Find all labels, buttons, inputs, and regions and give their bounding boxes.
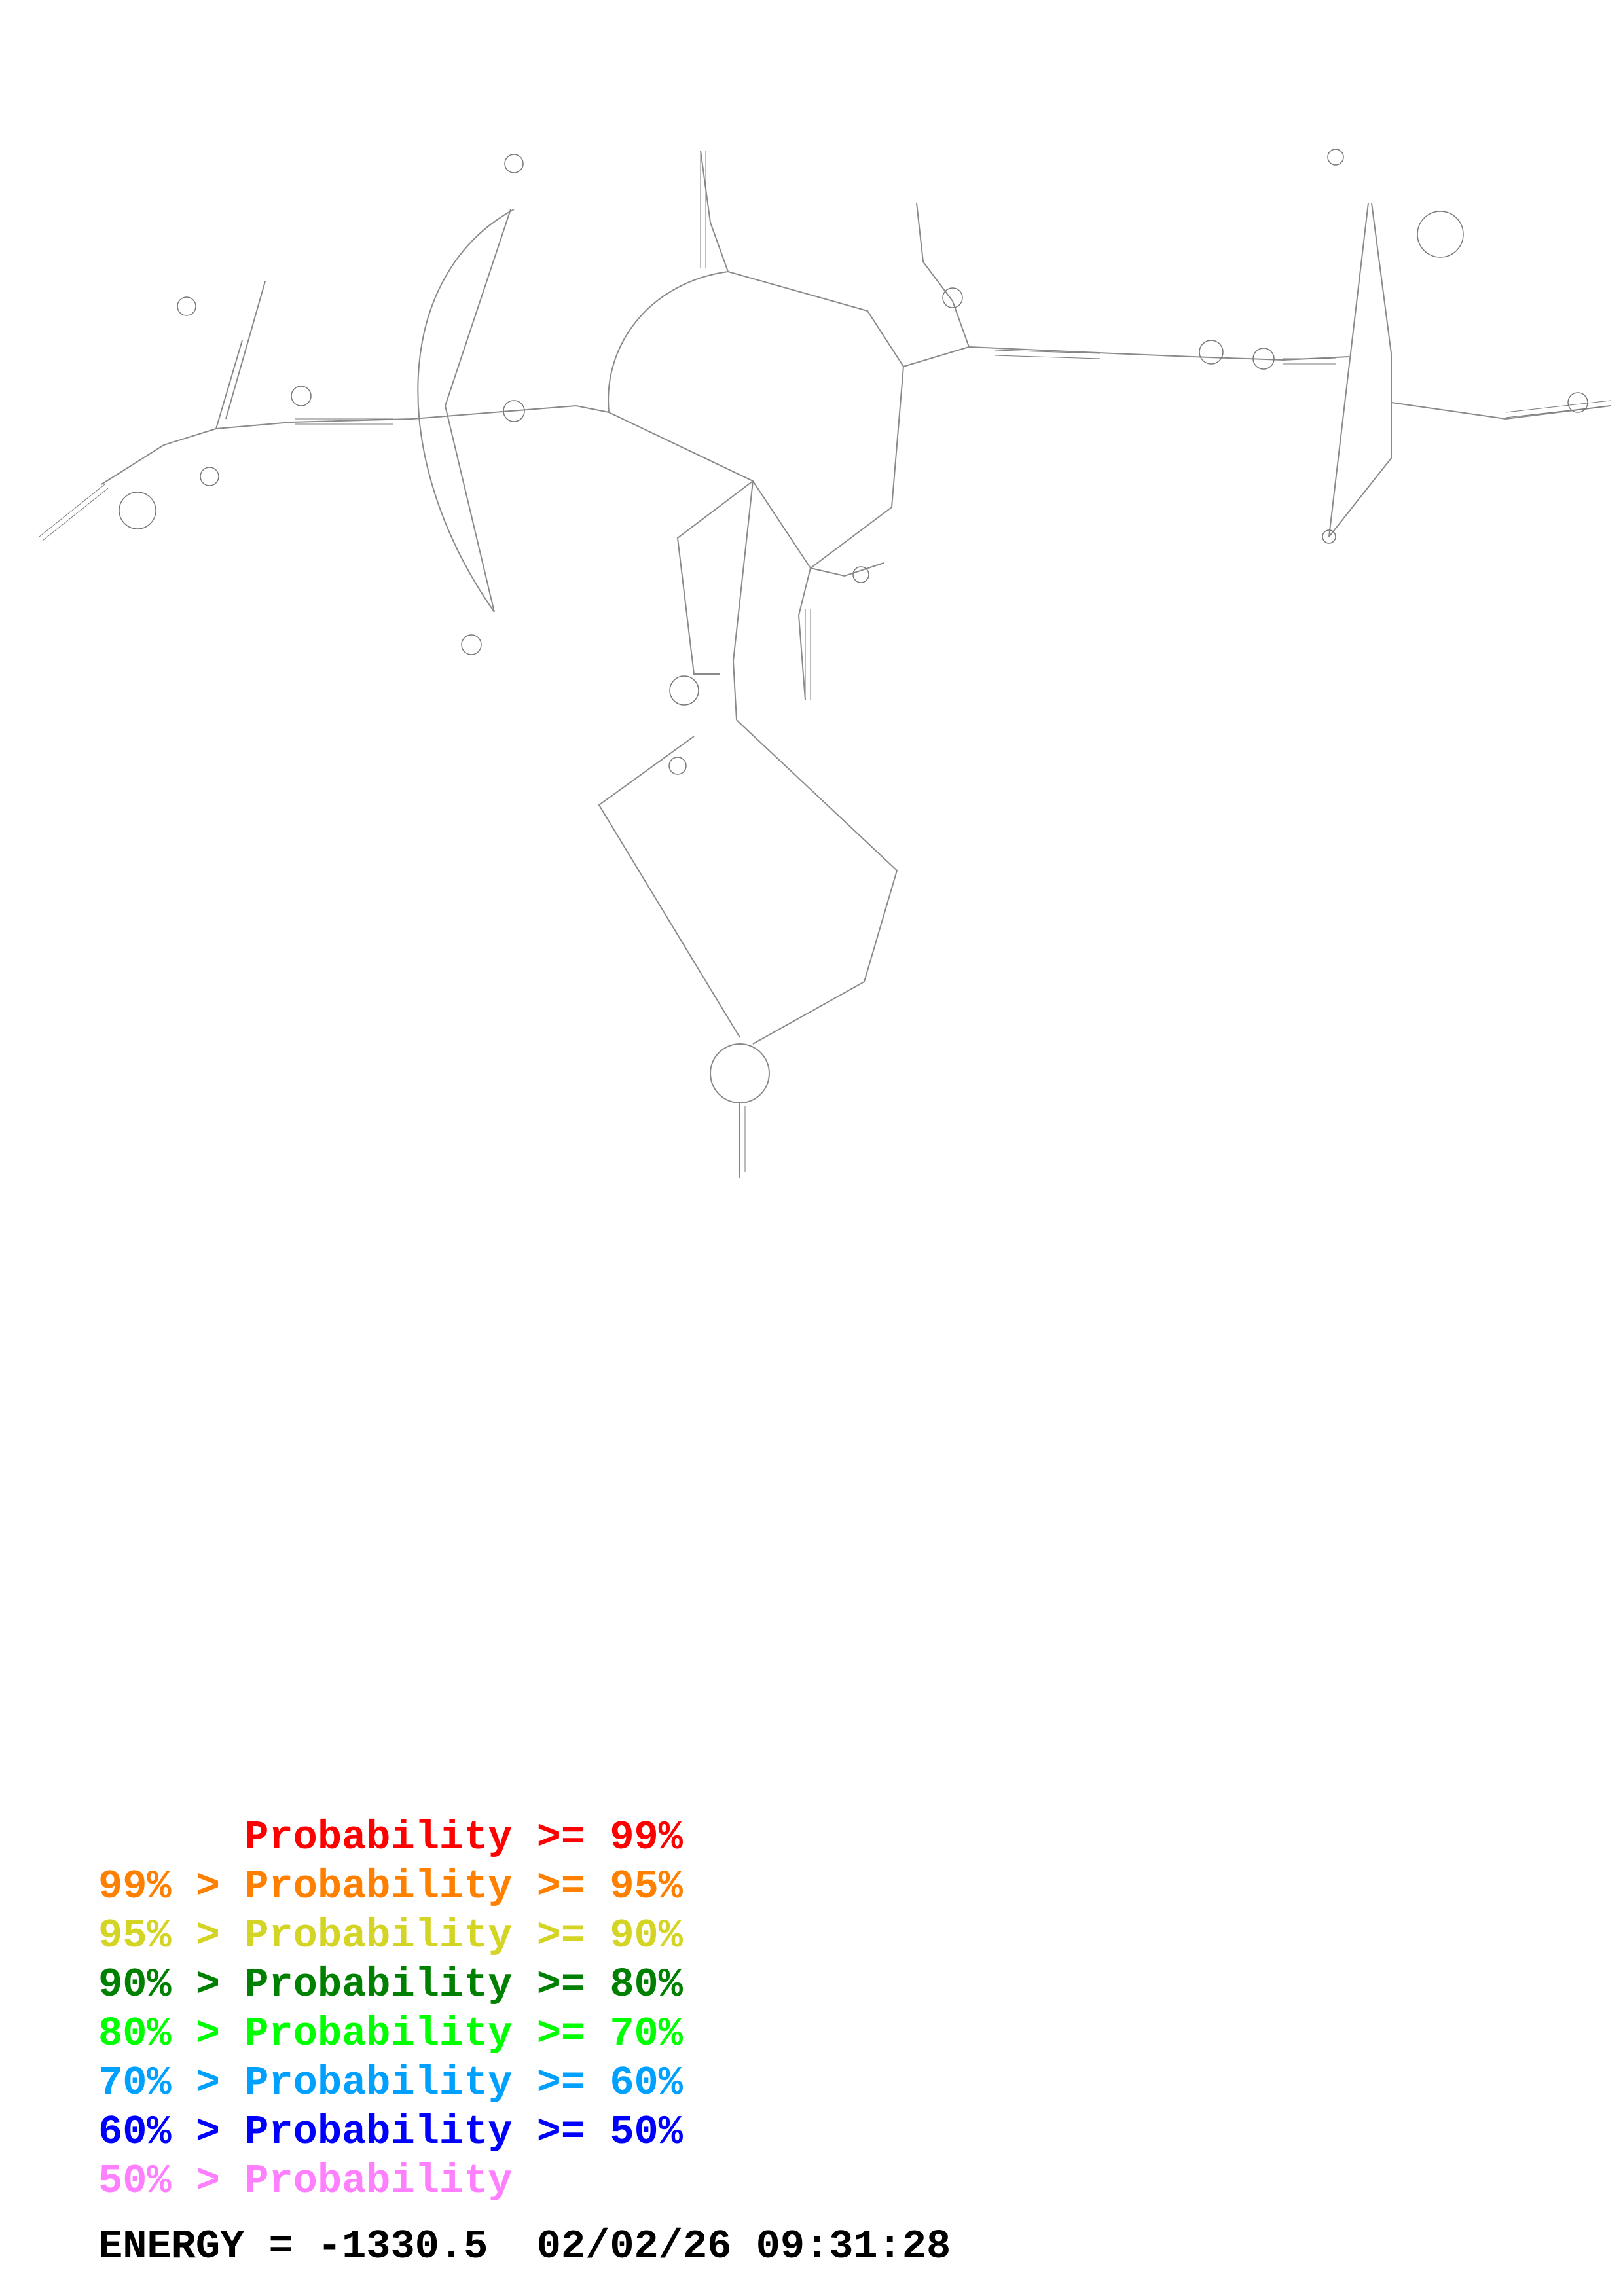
loop-left-large bbox=[119, 492, 156, 529]
legend-prefix bbox=[98, 1814, 244, 1861]
left-trunk bbox=[291, 404, 610, 423]
energy-value: -1330.5 bbox=[317, 2223, 488, 2270]
helix-segment-7 bbox=[805, 609, 811, 700]
legend-item: 70% > Probability >= 60% bbox=[98, 2058, 683, 2108]
energy-readout: ENERGY = -1330.5 02/02/26 09:31:28 bbox=[98, 2222, 951, 2271]
legend-item: 50% > Probability bbox=[98, 2157, 683, 2206]
loop-small-2 bbox=[291, 386, 312, 406]
left-subtrunk bbox=[101, 422, 292, 485]
left-arc-1 bbox=[417, 209, 515, 613]
spacer bbox=[731, 2223, 756, 2270]
energy-label: ENERGY = bbox=[98, 2223, 318, 2270]
legend-prefix: 60% > bbox=[98, 2109, 245, 2155]
legend-prefix: 90% > bbox=[98, 1962, 245, 2008]
legend-item: 95% > Probability >= 90% bbox=[98, 1911, 683, 1960]
legend-prefix: 70% > bbox=[98, 2060, 245, 2106]
spacer bbox=[488, 2223, 536, 2270]
loop-small-8 bbox=[461, 634, 482, 655]
legend-prefix: 99% > bbox=[98, 1863, 245, 1910]
legend-text: Probability >= 95% bbox=[244, 1863, 683, 1910]
left-arc-2 bbox=[444, 209, 511, 613]
loop-small-1 bbox=[668, 757, 687, 775]
loop-small-14 bbox=[1322, 529, 1336, 544]
loop-center-left bbox=[669, 675, 699, 706]
loop-small-6 bbox=[1567, 392, 1588, 413]
helix-segment-8 bbox=[1505, 400, 1611, 418]
bottom-hairpin-loop bbox=[710, 1043, 770, 1103]
loop-small-7 bbox=[942, 287, 963, 308]
legend-text: Probability >= 60% bbox=[244, 2060, 683, 2106]
loop-small-10 bbox=[504, 154, 524, 173]
legend-prefix: 50% > bbox=[98, 2158, 245, 2204]
loop-small-4 bbox=[1252, 348, 1275, 370]
lower-connector-left bbox=[676, 480, 754, 675]
upper-center-branch bbox=[700, 150, 729, 272]
legend-prefix: 95% > bbox=[98, 1912, 245, 1959]
legend-text: Probability >= 70% bbox=[244, 2011, 683, 2057]
loop-small-11 bbox=[177, 296, 196, 316]
upper-right-branch bbox=[916, 202, 970, 348]
legend-item: 90% > Probability >= 80% bbox=[98, 1960, 683, 2009]
loop-small-5 bbox=[1327, 149, 1344, 166]
left-arc-3 bbox=[215, 281, 266, 429]
helix-segment-6 bbox=[39, 484, 109, 541]
right-tail bbox=[1391, 402, 1611, 420]
legend-item: Probability >= 99% bbox=[98, 1813, 683, 1862]
legend-item: 99% > Probability >= 95% bbox=[98, 1862, 683, 1911]
rna-structure-diagram bbox=[39, 149, 1611, 1178]
energy-date: 02/02/26 bbox=[536, 2223, 732, 2270]
legend-text: Probability >= 90% bbox=[244, 1912, 683, 1959]
right-arc-1 bbox=[1328, 202, 1392, 537]
legend-text: Probability bbox=[244, 2158, 513, 2204]
right-arc-2 bbox=[1328, 202, 1369, 537]
lower-right-branch bbox=[797, 562, 884, 701]
legend-text: Probability >= 99% bbox=[244, 1814, 683, 1861]
probability-legend: Probability >= 99% 99% > Probability >= 9… bbox=[98, 1813, 683, 2206]
loop-small-3 bbox=[1199, 340, 1224, 365]
loop-small-9 bbox=[852, 566, 869, 583]
legend-text: Probability >= 50% bbox=[244, 2109, 683, 2155]
loop-right-large bbox=[1417, 211, 1464, 258]
right-trunk bbox=[903, 346, 1349, 367]
helix-segment-2 bbox=[994, 350, 1101, 359]
lower-connector-right bbox=[732, 480, 754, 721]
energy-time: 09:31:28 bbox=[756, 2223, 951, 2270]
helix-segment-5 bbox=[739, 1106, 746, 1172]
loop-small-13 bbox=[503, 400, 525, 422]
helix-segment-3 bbox=[1283, 358, 1336, 365]
loop-small-12 bbox=[200, 467, 219, 486]
legend-text: Probability >= 80% bbox=[244, 1962, 683, 2008]
legend-item: 60% > Probability >= 50% bbox=[98, 2108, 683, 2157]
bottom-loop-connector bbox=[598, 719, 898, 1045]
helix-segment-4 bbox=[700, 151, 706, 268]
legend-item: 80% > Probability >= 70% bbox=[98, 2009, 683, 2058]
legend-prefix: 80% > bbox=[98, 2011, 245, 2057]
central-multiloop bbox=[608, 270, 905, 569]
helix-segment-1 bbox=[295, 418, 393, 425]
